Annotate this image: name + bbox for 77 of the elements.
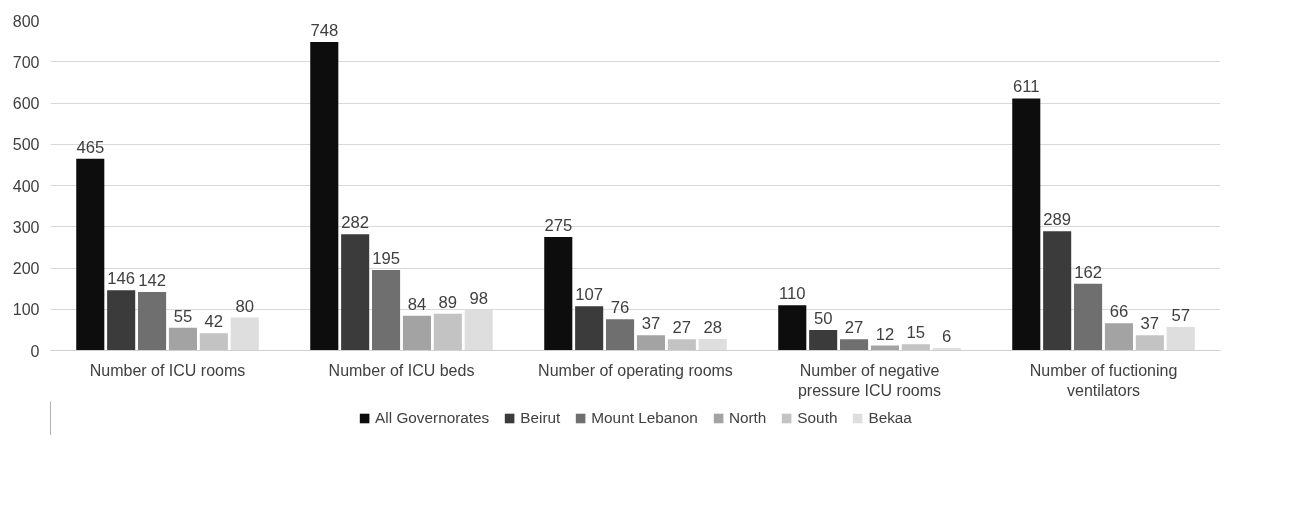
legend-label: All Governorates (375, 409, 490, 427)
data-label: 98 (469, 289, 488, 309)
data-label: 465 (76, 137, 105, 157)
bar (1104, 323, 1133, 351)
data-label: 84 (407, 294, 427, 314)
bar (901, 344, 930, 351)
bar (606, 319, 635, 351)
data-label: 57 (1171, 305, 1190, 325)
data-label: 27 (672, 318, 692, 338)
bar (544, 237, 573, 351)
bar (1135, 335, 1164, 351)
bar (433, 313, 462, 351)
data-label: 12 (875, 324, 895, 344)
data-label: 55 (173, 306, 193, 326)
bar (1074, 283, 1103, 351)
data-label: 611 (1013, 77, 1040, 97)
y-tick-label: 500 (12, 136, 40, 154)
data-label: 80 (235, 296, 254, 316)
data-label: 142 (138, 270, 166, 290)
data-label: 107 (575, 285, 604, 305)
data-label: 15 (906, 323, 926, 343)
data-label: 275 (544, 216, 573, 236)
data-label: 748 (310, 20, 339, 40)
data-label: 282 (341, 213, 370, 233)
bar (809, 329, 838, 351)
bar (1043, 231, 1072, 351)
bar (372, 270, 401, 351)
y-tick-label: 300 (12, 218, 40, 236)
y-tick-label: 100 (12, 301, 40, 319)
data-label: 37 (641, 314, 661, 334)
y-tick-label: 200 (12, 260, 40, 277)
bar (575, 306, 604, 351)
x-tick-label: Number of negative pressure ICU rooms (797, 361, 942, 399)
x-tick-label: Number of ICU rooms (89, 361, 246, 379)
data-label: 146 (107, 269, 136, 289)
x-tick-label: Number of fuctioning ventilators (1029, 361, 1178, 399)
legend-label: North (728, 409, 767, 427)
y-tick-label: 400 (12, 177, 40, 195)
bar (107, 290, 136, 351)
y-tick-label: 0 (30, 342, 40, 360)
data-label: 289 (1043, 210, 1072, 230)
data-label: 76 (610, 298, 630, 318)
data-label: 195 (372, 249, 400, 269)
data-label: 66 (1109, 302, 1129, 322)
bar (76, 158, 105, 351)
bar (310, 41, 339, 351)
bar (840, 339, 869, 351)
bar (199, 333, 228, 351)
data-label: 89 (438, 292, 458, 312)
bar (636, 335, 665, 351)
bar (341, 234, 370, 351)
bar (1166, 326, 1195, 351)
bar (168, 327, 197, 351)
bar (138, 291, 167, 351)
legend-label: Bekaa (868, 409, 912, 427)
y-tick-label: 600 (12, 95, 40, 112)
data-label: 27 (844, 318, 864, 338)
data-label: 28 (703, 317, 722, 337)
data-label: 37 (1140, 314, 1160, 334)
bar (667, 339, 696, 351)
data-label: 110 (779, 284, 806, 304)
bar (402, 315, 431, 351)
y-tick-label: 700 (12, 53, 40, 71)
bar (1012, 98, 1041, 351)
data-label: 6 (942, 327, 952, 347)
y-tick-label: 800 (12, 12, 40, 30)
bar (778, 305, 807, 351)
bar (698, 338, 727, 351)
data-label: 162 (1074, 262, 1102, 282)
legend-label: South (797, 409, 838, 427)
data-label: 42 (204, 312, 224, 332)
data-label: 50 (813, 308, 833, 328)
x-tick-label: Number of ICU beds (328, 361, 475, 379)
legend-label: Beirut (520, 409, 561, 427)
x-tick-label: Number of operating rooms (538, 361, 733, 379)
bar (230, 317, 259, 351)
legend-label: Mount Lebanon (591, 409, 698, 427)
